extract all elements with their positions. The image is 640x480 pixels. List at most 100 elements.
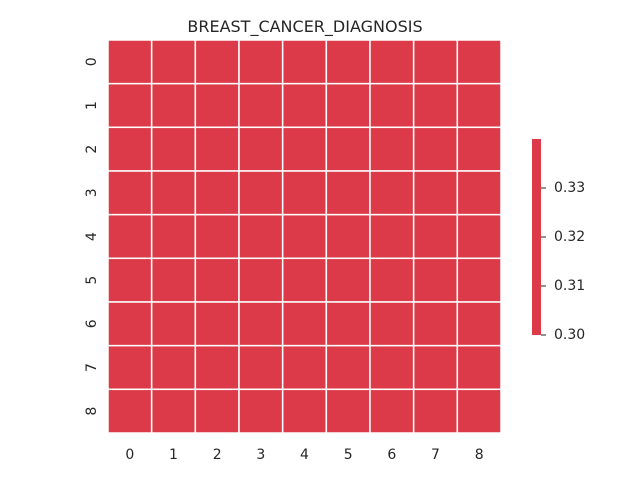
heatmap-cell xyxy=(456,344,502,391)
heatmap-cell xyxy=(325,257,371,303)
heatmap-cell xyxy=(194,388,240,434)
heatmap-cell xyxy=(325,344,371,391)
x-tick-label: 8 xyxy=(475,447,484,463)
heatmap-cell xyxy=(369,170,415,216)
x-tick-label: 5 xyxy=(344,447,353,463)
heatmap-cell xyxy=(194,170,240,216)
heatmap-cell xyxy=(107,257,153,303)
heatmap-cell xyxy=(194,82,240,129)
heatmap-cell xyxy=(238,301,284,347)
y-tick-label: 6 xyxy=(84,319,100,328)
heatmap-cell xyxy=(325,126,371,172)
heatmap-cell xyxy=(369,344,415,391)
heatmap-cell xyxy=(238,257,284,303)
colorbar: 0.30 0.31 0.32 0.33 xyxy=(532,139,585,343)
heatmap-cell xyxy=(456,301,502,347)
heatmap-cell xyxy=(369,257,415,303)
heatmap-cell xyxy=(412,39,459,85)
heatmap-cell xyxy=(456,213,502,260)
heatmap-cell xyxy=(325,170,371,216)
heatmap-cell xyxy=(325,82,371,129)
colorbar-tick-label: 0.31 xyxy=(554,278,585,294)
heatmap-cell xyxy=(281,126,328,172)
heatmap-cell xyxy=(412,213,459,260)
heatmap-cell xyxy=(194,301,240,347)
heatmap-cell xyxy=(412,257,459,303)
heatmap-cell xyxy=(369,213,415,260)
heatmap-cell xyxy=(456,257,502,303)
heatmap-cell xyxy=(150,344,197,391)
x-axis-ticks: 0 1 2 3 4 5 6 7 8 xyxy=(125,447,483,463)
heatmap-cells xyxy=(107,39,502,434)
heatmap-cell xyxy=(456,126,502,172)
heatmap-cell xyxy=(238,388,284,434)
y-tick-label: 4 xyxy=(84,232,100,241)
heatmap-cell xyxy=(150,388,197,434)
heatmap-cell xyxy=(369,301,415,347)
x-tick-label: 7 xyxy=(431,447,440,463)
x-tick-label: 3 xyxy=(256,447,265,463)
x-tick-label: 1 xyxy=(169,447,178,463)
x-tick-label: 0 xyxy=(125,447,134,463)
heatmap-cell xyxy=(369,388,415,434)
heatmap-cell xyxy=(150,82,197,129)
x-tick-label: 2 xyxy=(213,447,222,463)
heatmap-cell xyxy=(456,39,502,85)
heatmap-cell xyxy=(238,170,284,216)
heatmap-cell xyxy=(281,82,328,129)
heatmap-cell xyxy=(107,388,153,434)
heatmap-cell xyxy=(238,344,284,391)
heatmap-cell xyxy=(150,213,197,260)
heatmap-cell xyxy=(238,82,284,129)
heatmap-cell xyxy=(325,39,371,85)
heatmap-cell xyxy=(281,301,328,347)
colorbar-tick-label: 0.33 xyxy=(554,180,585,196)
colorbar-tick-label: 0.32 xyxy=(554,229,585,245)
heatmap-cell xyxy=(194,126,240,172)
heatmap-cell xyxy=(194,257,240,303)
heatmap-cell xyxy=(107,213,153,260)
heatmap-cell xyxy=(150,126,197,172)
heatmap-cell xyxy=(107,344,153,391)
heatmap-cell xyxy=(107,170,153,216)
y-tick-label: 5 xyxy=(84,276,100,285)
heatmap-cell xyxy=(412,170,459,216)
heatmap-cell xyxy=(456,82,502,129)
heatmap-cell xyxy=(281,170,328,216)
heatmap-cell xyxy=(456,388,502,434)
heatmap-cell xyxy=(238,126,284,172)
heatmap-cell xyxy=(107,82,153,129)
heatmap-cell xyxy=(325,213,371,260)
heatmap-cell xyxy=(412,301,459,347)
heatmap-cell xyxy=(238,39,284,85)
heatmap-cell xyxy=(107,301,153,347)
y-tick-label: 7 xyxy=(84,363,100,372)
heatmap-cell xyxy=(107,126,153,172)
heatmap-cell xyxy=(369,82,415,129)
heatmap-cell xyxy=(194,39,240,85)
chart-title: BREAST_CANCER_DIAGNOSIS xyxy=(187,17,422,37)
heatmap-cell xyxy=(281,257,328,303)
heatmap-cell xyxy=(194,344,240,391)
colorbar-bar xyxy=(532,139,541,335)
heatmap-cell xyxy=(412,126,459,172)
y-tick-label: 8 xyxy=(84,407,100,416)
heatmap-cell xyxy=(150,39,197,85)
y-tick-label: 3 xyxy=(84,188,100,197)
y-tick-label: 2 xyxy=(84,145,100,154)
heatmap-cell xyxy=(325,388,371,434)
x-tick-label: 4 xyxy=(300,447,309,463)
heatmap-cell xyxy=(150,170,197,216)
heatmap-cell xyxy=(369,39,415,85)
heatmap-cell xyxy=(412,82,459,129)
colorbar-tick-label: 0.30 xyxy=(554,327,585,343)
y-tick-label: 1 xyxy=(84,101,100,110)
y-tick-label: 0 xyxy=(84,57,100,66)
heatmap-cell xyxy=(369,126,415,172)
heatmap-cell xyxy=(281,388,328,434)
heatmap-cell xyxy=(325,301,371,347)
heatmap-cell xyxy=(238,213,284,260)
heatmap-cell xyxy=(107,39,153,85)
x-tick-label: 6 xyxy=(387,447,396,463)
